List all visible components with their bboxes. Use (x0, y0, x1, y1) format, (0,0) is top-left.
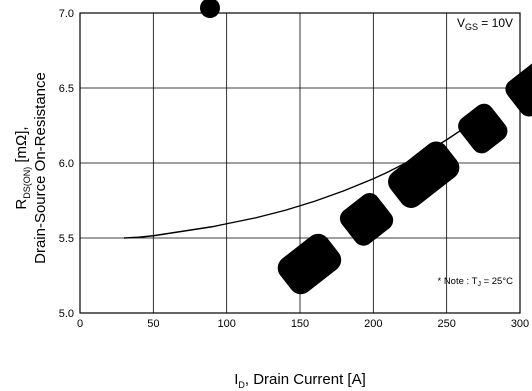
note-label: * Note : TJ = 25°C (437, 276, 513, 288)
y-tick-label: 6.0 (59, 158, 74, 170)
x-tick-label: 100 (217, 318, 235, 330)
ticks: 0 50 100 150 200 250 300 5.0 5.5 6.0 6.5 7.0 (59, 8, 529, 330)
x-tick-label: 150 (291, 318, 309, 330)
y-tick-label: 5.0 (59, 308, 74, 320)
y-tick-label: 7.0 (59, 8, 74, 20)
y-tick-label: 5.5 (59, 233, 74, 245)
y-tick-label: 6.5 (59, 83, 74, 95)
condition-label: VGS = 10V (457, 16, 513, 32)
watermark (277, 57, 532, 295)
x-tick-label: 50 (147, 318, 159, 330)
svg-text:Drain-Source On-Resistance: Drain-Source On-Resistance (32, 72, 49, 264)
x-tick-label: 300 (511, 318, 529, 330)
watermark-dot (200, 0, 220, 18)
x-axis-title: ID, Drain Current [A] (234, 371, 366, 390)
x-tick-label: 250 (437, 318, 455, 330)
y-axis-title: RDS(ON) [mΩ], Drain-Source On-Resistance (13, 72, 49, 264)
x-tick-label: 0 (77, 318, 83, 330)
svg-text:RDS(ON) [mΩ],: RDS(ON) [mΩ], (13, 126, 32, 209)
x-tick-label: 200 (364, 318, 382, 330)
plot-frame (79, 12, 521, 314)
